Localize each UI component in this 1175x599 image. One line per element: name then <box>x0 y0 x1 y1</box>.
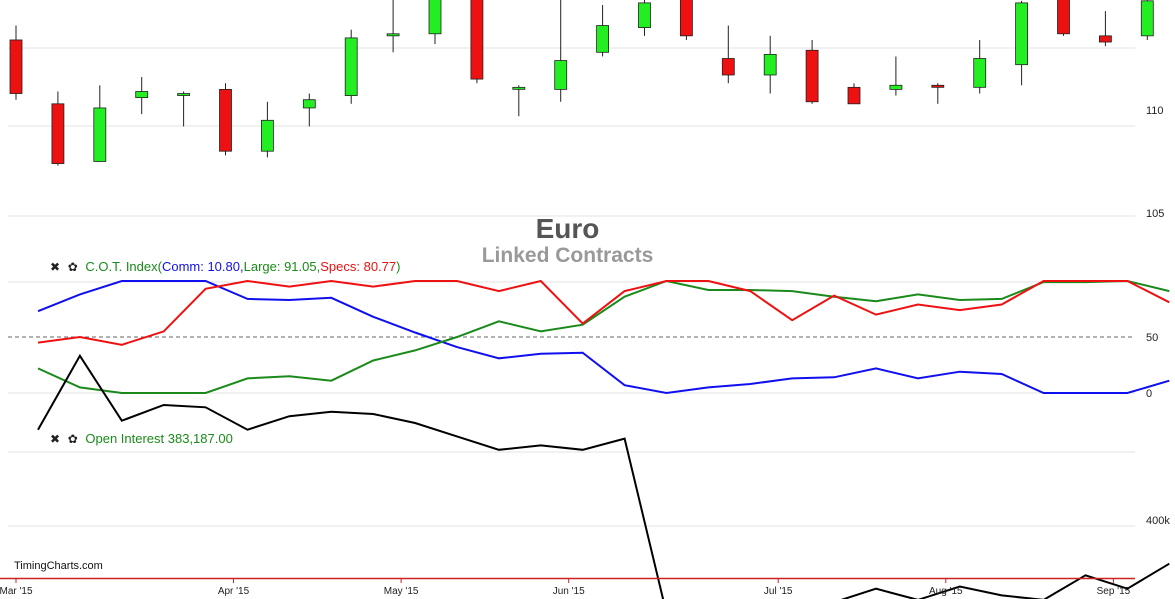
candle-body <box>135 91 149 99</box>
candle-body <box>344 37 358 96</box>
candle-body <box>470 0 484 80</box>
price-tick-label: 105 <box>1146 208 1164 220</box>
candle-body <box>721 58 735 76</box>
price-tick-label: 110 <box>1146 105 1164 117</box>
chart-title: Euro <box>535 213 600 244</box>
oi-legend: ✖ ✿ Open Interest 383,187.00 <box>50 431 233 446</box>
candle-body <box>93 107 107 162</box>
x-tick-label: Mar '15 <box>0 586 33 597</box>
cot-legend-comm: Comm: 10.80, <box>161 259 244 274</box>
candle-body <box>302 99 316 109</box>
candle-body <box>763 53 777 76</box>
chart-subtitle: Linked Contracts <box>481 244 654 267</box>
cot-series-large <box>37 279 1170 394</box>
candle-body <box>512 86 526 90</box>
grid-lines <box>8 47 1135 527</box>
candle-body <box>1140 0 1154 37</box>
gear-icon[interactable]: ✿ <box>67 260 78 274</box>
cot-legend-large: Large: 91.05, <box>243 259 321 274</box>
candle-body <box>219 89 232 152</box>
candle-body <box>596 25 609 53</box>
x-tick-label: Jul '15 <box>764 586 793 597</box>
cot-legend: ✖ ✿ C.O.T. Index(Comm: 10.80,Large: 91.0… <box>50 259 400 274</box>
candle-body <box>260 119 274 152</box>
candle-body <box>889 84 903 90</box>
open-interest-line <box>37 353 1170 599</box>
watermark: TimingCharts.com <box>14 560 103 572</box>
oi-tick-label: 400k <box>1146 515 1170 527</box>
candle-body <box>638 2 651 28</box>
cot-tick-label: 50 <box>1146 332 1158 344</box>
gear-icon[interactable]: ✿ <box>67 432 78 446</box>
cot-legend-specs: Specs: 80.77 <box>320 259 397 274</box>
cot-tick-label: 0 <box>1146 388 1152 400</box>
close-icon[interactable]: ✖ <box>50 260 61 274</box>
cot-legend-name: C.O.T. Index( <box>85 259 162 274</box>
x-tick-label: Jun '15 <box>553 586 585 597</box>
x-tick-label: Sep '15 <box>1097 586 1131 597</box>
candle-body <box>1015 2 1028 66</box>
x-tick-label: May '15 <box>384 586 419 597</box>
x-tick-label: Aug '15 <box>929 586 963 597</box>
candle-body <box>428 0 442 35</box>
candle-body <box>805 49 819 103</box>
cot-legend-close: ) <box>396 259 401 274</box>
candle-body <box>973 58 987 88</box>
cot-series-comm <box>37 280 1170 395</box>
oi-legend-text: Open Interest 383,187.00 <box>85 431 233 446</box>
candle-body <box>51 103 65 164</box>
cot-index-lines <box>37 279 1170 395</box>
candle-body <box>177 93 191 96</box>
candle-body <box>680 0 693 37</box>
close-icon[interactable]: ✖ <box>50 432 61 446</box>
oi-series <box>37 353 1170 599</box>
candle-body <box>847 86 861 105</box>
candle-body <box>9 39 23 94</box>
candle-body <box>931 84 945 88</box>
candle-body <box>554 60 568 90</box>
x-tick-label: Apr '15 <box>218 586 250 597</box>
cot-series-specs <box>37 279 1170 346</box>
price-candles <box>9 0 1154 166</box>
axes: 105 110 0 50 400k Mar '15 Apr '15 May '15 Jun '1… <box>0 105 1170 597</box>
candle-body <box>1099 35 1112 43</box>
candle-body <box>1057 0 1070 35</box>
candle-body <box>386 33 400 37</box>
